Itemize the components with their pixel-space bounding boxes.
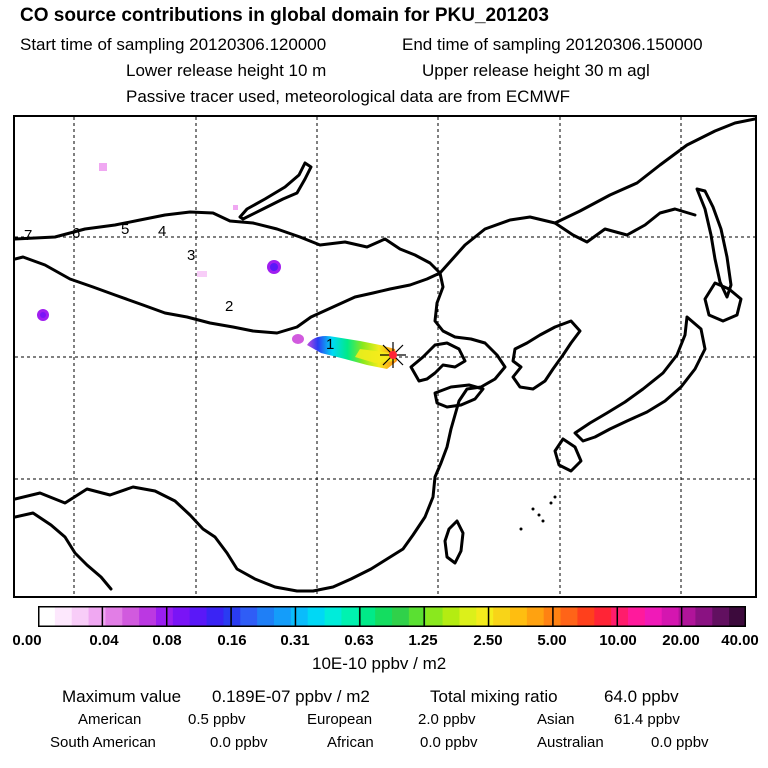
lower-release-text: Lower release height 10 m bbox=[126, 61, 327, 80]
colorbar-swatch bbox=[172, 606, 191, 627]
colorbar-swatch bbox=[206, 606, 224, 627]
colorbar-tick: 0.00 bbox=[12, 632, 42, 649]
graticule bbox=[15, 117, 755, 596]
colorbar-swatch bbox=[88, 606, 106, 627]
colorbar-swatch bbox=[712, 606, 730, 627]
colorbar-swatch bbox=[425, 606, 444, 627]
coastlines bbox=[15, 117, 755, 593]
colorbar-swatch bbox=[156, 606, 174, 627]
colorbar-swatch bbox=[257, 606, 275, 627]
colorbar-tick: 40.00 bbox=[721, 632, 759, 649]
colorbar-swatch bbox=[510, 606, 528, 627]
colorbar-swatch bbox=[38, 606, 56, 627]
colorbar-swatch bbox=[290, 606, 309, 627]
colorbar-border bbox=[38, 606, 746, 627]
release-point-marker bbox=[380, 342, 406, 368]
upper-release-text: Upper release height 30 m agl bbox=[422, 61, 650, 80]
max-label: Maximum value bbox=[62, 687, 182, 706]
colorbar-swatch bbox=[408, 606, 427, 627]
region-label-5: 5 bbox=[121, 221, 130, 238]
source-value: 0.0 ppbv bbox=[210, 734, 268, 751]
colorbar-swatch bbox=[560, 606, 578, 627]
total-label: Total mixing ratio bbox=[430, 687, 558, 706]
total-value: 64.0 ppbv bbox=[604, 687, 679, 706]
colorbar-swatch bbox=[324, 606, 342, 627]
region-label-4: 4 bbox=[158, 223, 167, 240]
colorbar-swatch bbox=[240, 606, 258, 627]
source-value: 0.5 ppbv bbox=[188, 711, 246, 728]
tracer-note-text: Passive tracer used, meteorological data… bbox=[126, 87, 571, 106]
region-label-3: 3 bbox=[187, 247, 196, 264]
colorbar-swatch bbox=[729, 606, 746, 627]
start-time-text: Start time of sampling 20120306.120000 bbox=[20, 35, 327, 54]
colorbar-tick: 20.00 bbox=[662, 632, 700, 649]
source-name: African bbox=[327, 734, 374, 751]
end-time-text: End time of sampling 20120306.150000 bbox=[402, 35, 703, 54]
colorbar-swatch bbox=[577, 606, 595, 627]
colorbar-tick: 0.63 bbox=[344, 632, 374, 649]
colorbar-swatch bbox=[274, 606, 292, 627]
region-label-6: 6 bbox=[72, 225, 81, 242]
colorbar-swatch bbox=[122, 606, 140, 627]
source-value: 0.0 ppbv bbox=[651, 734, 709, 751]
region-label-2: 2 bbox=[225, 298, 234, 315]
region-label-1: 1 bbox=[326, 336, 335, 353]
colorbar-swatch bbox=[678, 606, 696, 627]
colorbar-swatch bbox=[375, 606, 393, 627]
colorbar-swatch bbox=[307, 606, 326, 627]
colorbar-swatch bbox=[594, 606, 612, 627]
colorbar-swatch bbox=[392, 606, 410, 627]
colorbar-swatch bbox=[341, 606, 359, 627]
map-panel: 1 2 3 4 5 6 7 bbox=[13, 115, 757, 598]
source-value: 0.0 ppbv bbox=[420, 734, 478, 751]
region-label-7: 7 bbox=[24, 227, 33, 244]
source-value: 61.4 ppbv bbox=[614, 711, 680, 728]
colorbar-swatch bbox=[54, 606, 73, 627]
colorbar-tick: 0.31 bbox=[280, 632, 310, 649]
colorbar-tick: 0.08 bbox=[152, 632, 182, 649]
colorbar-tick: 5.00 bbox=[537, 632, 567, 649]
colorbar-tick: 10.00 bbox=[599, 632, 637, 649]
islands bbox=[519, 495, 557, 531]
source-name: Australian bbox=[537, 734, 604, 751]
colorbar-swatch bbox=[695, 606, 713, 627]
colorbar-swatch bbox=[644, 606, 663, 627]
colorbar-swatch bbox=[358, 606, 376, 627]
colorbar-swatch bbox=[189, 606, 208, 627]
colorbar-swatch bbox=[223, 606, 241, 627]
tracer-field bbox=[37, 163, 397, 369]
max-value: 0.189E-07 ppbv / m2 bbox=[212, 687, 370, 706]
source-name: Asian bbox=[537, 711, 575, 728]
colorbar-swatch bbox=[526, 606, 545, 627]
colorbar-swatch bbox=[139, 606, 157, 627]
source-value: 2.0 ppbv bbox=[418, 711, 476, 728]
source-name: European bbox=[307, 711, 373, 728]
colorbar-swatch bbox=[476, 606, 494, 627]
plot-title: CO source contributions in global domain… bbox=[20, 5, 549, 26]
colorbar-swatch bbox=[105, 606, 123, 627]
colorbar-swatch bbox=[661, 606, 680, 627]
colorbar bbox=[38, 606, 746, 627]
colorbar-unit: 10E-10 ppbv / m2 bbox=[312, 654, 447, 673]
source-name: South American bbox=[50, 734, 156, 751]
colorbar-swatch bbox=[459, 606, 477, 627]
colorbar-swatch bbox=[71, 606, 90, 627]
colorbar-tick: 2.50 bbox=[473, 632, 503, 649]
colorbar-tick: 0.16 bbox=[217, 632, 247, 649]
colorbar-swatch bbox=[442, 606, 460, 627]
colorbar-swatch bbox=[611, 606, 629, 627]
colorbar-tick: 0.04 bbox=[89, 632, 119, 649]
colorbar-swatch bbox=[628, 606, 646, 627]
source-name: American bbox=[78, 711, 142, 728]
colorbar-tick: 1.25 bbox=[408, 632, 438, 649]
map-canvas bbox=[15, 117, 755, 596]
colorbar-swatch bbox=[493, 606, 511, 627]
